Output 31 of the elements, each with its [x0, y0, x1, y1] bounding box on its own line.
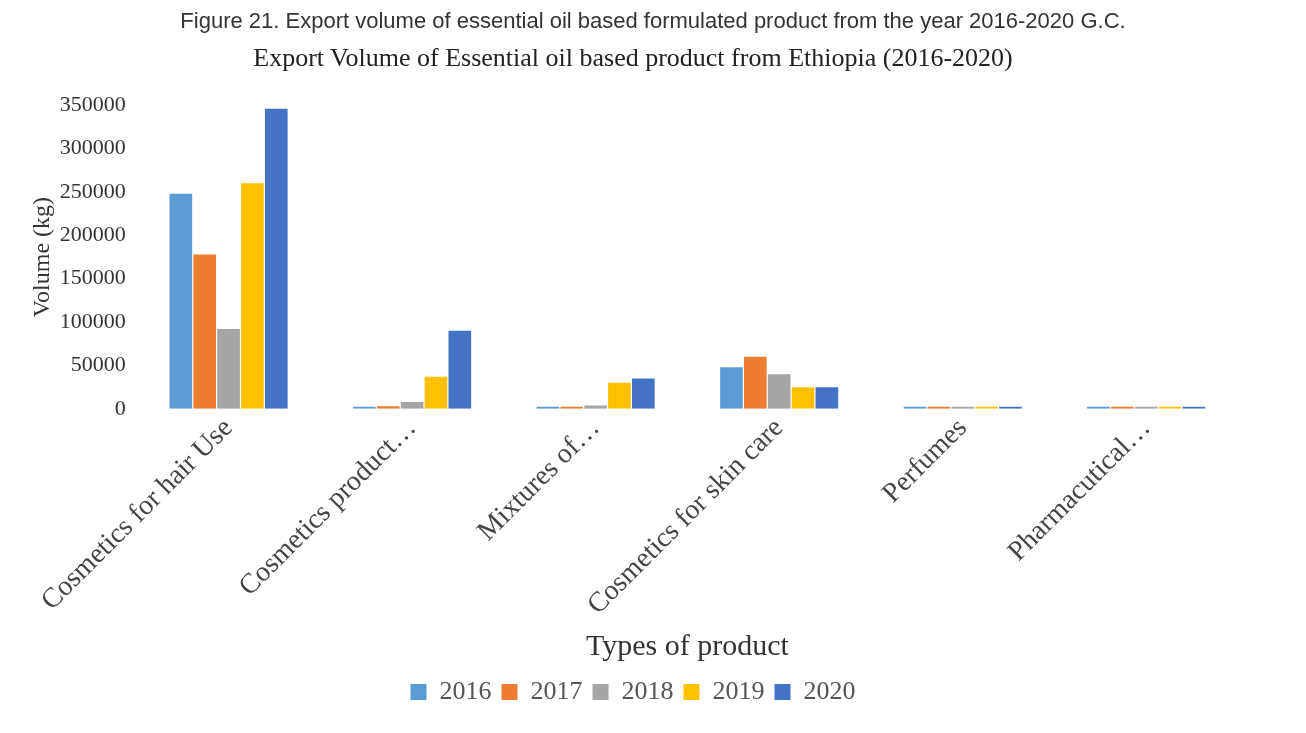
- legend-label: 2016: [439, 675, 492, 705]
- bar: [448, 330, 472, 409]
- bar: [608, 382, 631, 409]
- bar: [815, 387, 839, 409]
- chart-title: Export Volume of Essential oil based product from Ethiopia (2016-2020): [253, 43, 1013, 73]
- legend-label: 2017: [530, 675, 583, 705]
- x-axis-title: Types of product: [585, 627, 790, 661]
- y-tick-label: 200000: [59, 221, 126, 247]
- y-tick-label: 350000: [59, 90, 126, 116]
- y-tick-label: 100000: [59, 307, 126, 333]
- y-tick-label: 0: [114, 394, 126, 420]
- caption: Figure 21. Export volume of essential oil based formulated product from the year 2016-2020 G.C.: [179, 8, 1127, 34]
- bar: [241, 183, 264, 409]
- y-tick-label: 250000: [59, 177, 126, 203]
- bar: [632, 378, 655, 409]
- y-tick-label: 50000: [70, 351, 126, 377]
- y-axis-title: Volume (kg): [27, 196, 54, 318]
- legend-label: 2019: [712, 675, 765, 705]
- bar: [169, 193, 193, 409]
- bar: [193, 254, 217, 409]
- legend-label: 2018: [621, 675, 674, 705]
- legend-label: 2020: [803, 675, 856, 705]
- bar: [424, 376, 448, 409]
- bar: [264, 108, 288, 409]
- y-tick-label: 300000: [59, 134, 126, 160]
- bar: [720, 367, 743, 409]
- bar: [791, 387, 815, 409]
- y-tick-label: 150000: [59, 264, 126, 290]
- bar: [743, 356, 767, 409]
- bar: [767, 374, 791, 409]
- bar: [217, 329, 240, 409]
